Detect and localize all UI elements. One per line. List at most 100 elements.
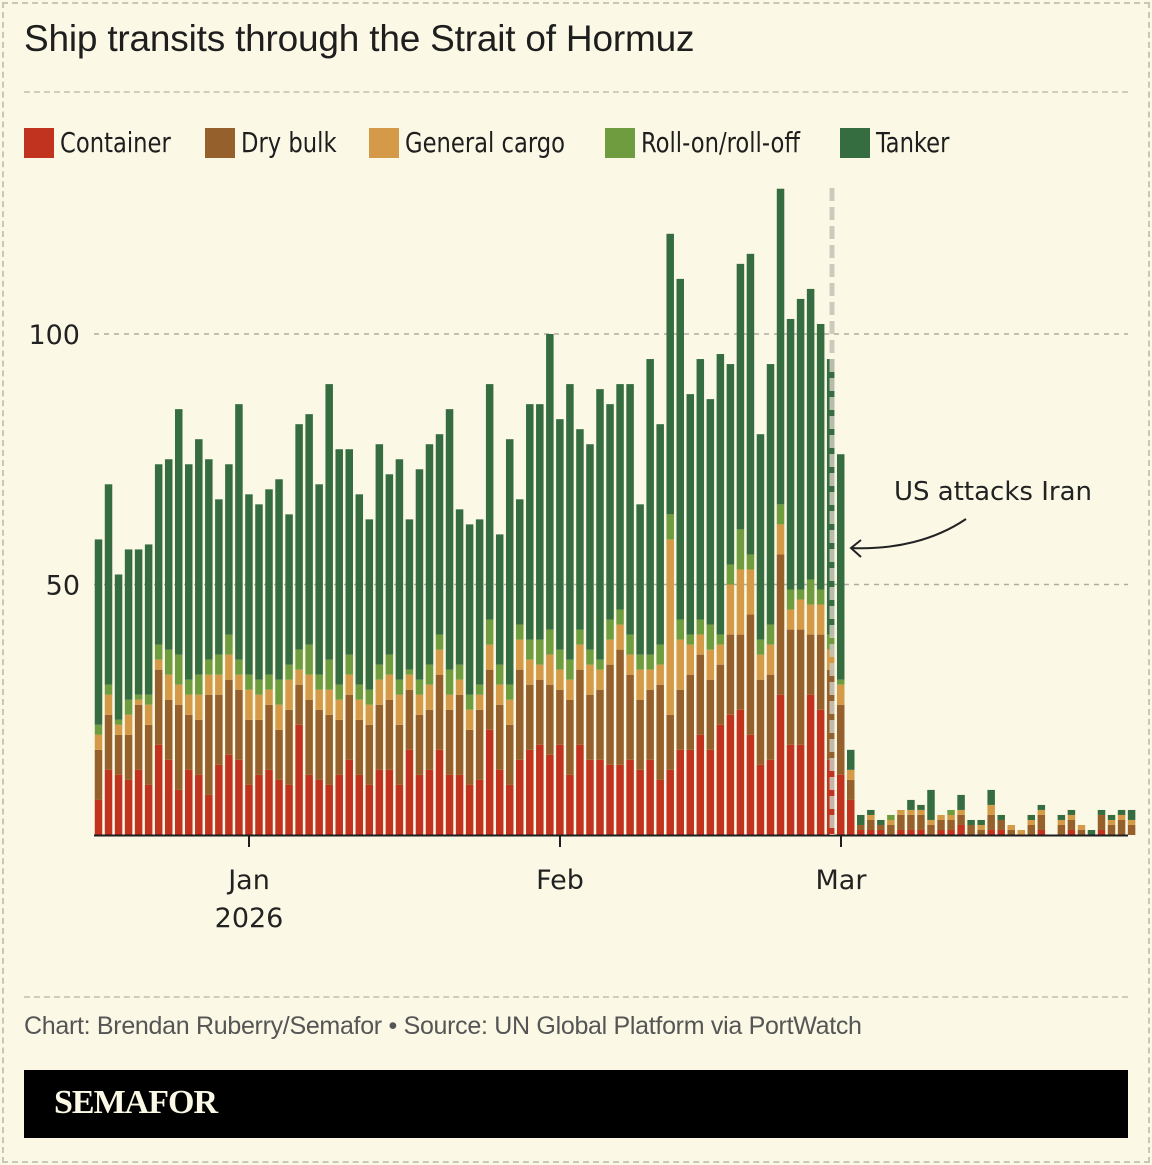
bar-segment [415, 679, 424, 695]
bar-segment [867, 819, 875, 830]
bar-segment [746, 569, 755, 615]
bar-stack [425, 444, 434, 835]
bar-segment [847, 769, 855, 780]
bar-segment [465, 784, 474, 835]
bar-segment [225, 464, 233, 635]
bar-segment [134, 769, 143, 835]
bar-stack [355, 494, 364, 835]
bar-segment [606, 619, 614, 640]
bar-segment [215, 674, 223, 695]
source-note: Chart: Brendan Ruberry/Semafor • Source:… [24, 1012, 862, 1040]
bar-segment [706, 649, 715, 680]
bar-stack [365, 519, 374, 835]
bar-segment [556, 689, 564, 745]
bar-stack [495, 534, 504, 835]
bar-segment [475, 709, 484, 780]
bar-segment [445, 709, 454, 775]
bar-stack [1027, 814, 1036, 835]
brand-bar: SEMAFOR [24, 1070, 1128, 1138]
bar-stack [666, 233, 674, 835]
bar-segment [455, 694, 464, 775]
bar-stack [255, 504, 263, 835]
bar-stack [927, 789, 935, 835]
bar-stack [325, 384, 333, 835]
bar-segment [516, 639, 524, 670]
bar-segment [867, 829, 875, 835]
bar-segment [997, 814, 1005, 820]
bar-segment [646, 359, 654, 655]
bar-segment [465, 694, 474, 710]
bar-segment [526, 749, 534, 835]
bar-segment [164, 649, 173, 675]
bar-segment [124, 714, 133, 735]
bar-segment [265, 489, 273, 675]
bar-segment [285, 679, 293, 710]
bar-segment [836, 679, 845, 685]
bar-segment [836, 704, 845, 775]
bar-segment [355, 699, 364, 720]
bar-segment [465, 524, 474, 695]
x-tick-label: Jan [226, 865, 270, 896]
stacked-bar-chart: 50 100 Jan 2026 Feb Mar US attacks Iran [28, 188, 1136, 934]
bar-segment [415, 714, 424, 775]
bar-segment [415, 694, 424, 715]
bar-segment [626, 759, 634, 835]
bar-segment [596, 389, 604, 660]
bar-segment [215, 764, 223, 835]
bar-stack [566, 384, 574, 835]
bar-segment [455, 664, 464, 680]
bar-stack [636, 504, 644, 835]
bar-segment [425, 769, 434, 835]
bar-segment [405, 674, 414, 690]
bar-segment [1077, 829, 1086, 835]
bar-stack [847, 749, 855, 835]
bar-stack [185, 464, 193, 835]
bar-segment [756, 679, 765, 765]
bar-segment [325, 659, 333, 690]
bar-segment [726, 634, 735, 715]
bar-segment [114, 574, 123, 720]
bar-segment [124, 549, 133, 700]
bar-segment [556, 669, 564, 690]
bar-segment [606, 404, 614, 620]
bar-segment [345, 654, 353, 675]
bar-segment [375, 664, 384, 680]
bar-segment [867, 809, 875, 815]
bar-segment [195, 694, 203, 720]
bar-segment [526, 684, 534, 750]
bar-segment [154, 744, 163, 835]
bar-segment [536, 639, 544, 665]
bar-segment [746, 554, 755, 570]
bar-segment [626, 634, 634, 655]
legend-label-tanker: Tanker [875, 126, 950, 159]
bar-segment [405, 749, 414, 835]
bar-stack [144, 544, 153, 835]
bar-segment [255, 719, 263, 775]
bar-segment [756, 434, 765, 640]
bar-segment [225, 754, 233, 835]
bar-segment [857, 829, 865, 835]
bar-segment [586, 649, 594, 665]
bar-segment [124, 734, 133, 780]
bar-segment [144, 724, 153, 785]
bar-segment [716, 634, 725, 645]
bar-segment [335, 774, 343, 835]
bar-segment [816, 589, 825, 605]
bar-segment [275, 479, 283, 680]
bar-stack [706, 399, 715, 835]
bar-segment [616, 384, 624, 610]
bar-segment [315, 779, 323, 835]
bar-segment [796, 629, 805, 745]
bar-stack [1067, 809, 1076, 835]
bar-segment [997, 829, 1005, 835]
bar-segment [566, 679, 574, 700]
bar-segment [465, 709, 474, 730]
bar-segment [616, 764, 624, 835]
bar-segment [94, 724, 103, 735]
bar-segment [907, 829, 915, 835]
bar-segment [325, 689, 333, 715]
bar-segment [495, 704, 504, 770]
bar-stack [606, 404, 614, 835]
bar-segment [1067, 809, 1076, 815]
bar-stack [516, 499, 524, 835]
